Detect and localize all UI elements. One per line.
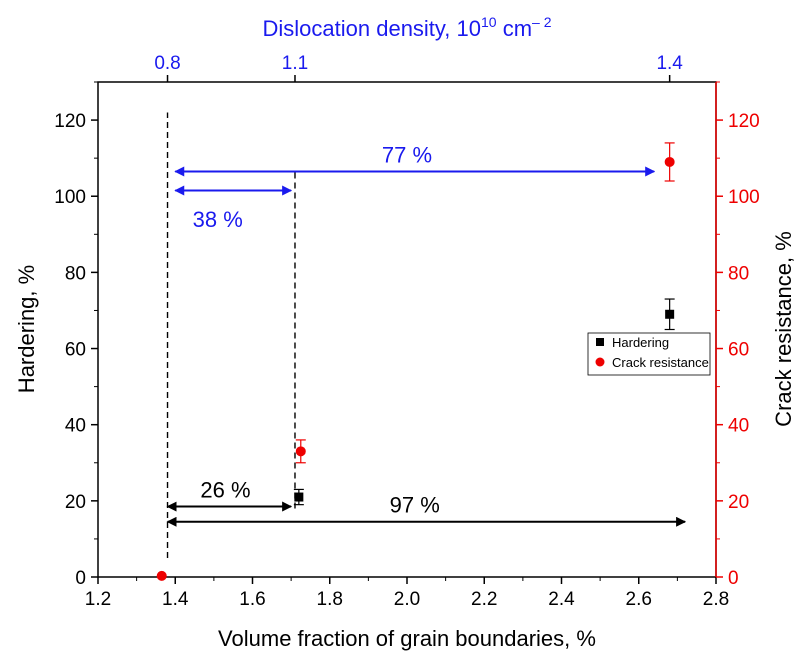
left-y-tick-label: 120 bbox=[54, 111, 86, 132]
crack-resistance-point bbox=[156, 570, 167, 581]
top-tick-label: 1.4 bbox=[656, 53, 683, 74]
right-y-tick-label: 20 bbox=[728, 492, 749, 513]
left-y-tick-label: 80 bbox=[65, 263, 86, 284]
top-axis-title-main: Dislocation density, 10 bbox=[263, 16, 482, 41]
right-y-tick-label: 80 bbox=[728, 263, 749, 284]
crack-resistance-point bbox=[295, 446, 306, 457]
right-y-tick-label: 100 bbox=[728, 187, 760, 208]
left-y-tick-label: 0 bbox=[75, 568, 86, 589]
right-y-tick-label: 0 bbox=[728, 568, 739, 589]
hardering-point bbox=[294, 492, 304, 502]
legend-label-hardering: Hardering bbox=[612, 335, 669, 350]
right-y-axis-title: Crack resistance, % bbox=[771, 231, 796, 427]
x-tick-label: 1.4 bbox=[162, 589, 189, 610]
x-tick-label: 1.8 bbox=[317, 589, 343, 610]
reference-lines bbox=[166, 112, 296, 558]
hardering-point bbox=[665, 309, 675, 319]
legend-box bbox=[587, 332, 711, 376]
data-points bbox=[156, 142, 675, 581]
x-tick-label: 1.6 bbox=[239, 589, 265, 610]
top-tick-label: 1.1 bbox=[282, 53, 308, 74]
x-tick-label: 2.4 bbox=[548, 589, 575, 610]
x-tick-label: 1.2 bbox=[85, 589, 111, 610]
annotation-label: 77 % bbox=[382, 142, 432, 167]
left-y-axis-ticks: 0 20 40 60 80 100 120 bbox=[54, 81, 98, 589]
left-y-tick-label: 60 bbox=[65, 340, 86, 361]
annotations: 77 % 38 % 26 % 97 % bbox=[166, 142, 687, 527]
legend-marker-hardering bbox=[596, 338, 604, 346]
right-y-tick-label: 120 bbox=[728, 111, 760, 132]
annotation-label: 97 % bbox=[390, 493, 440, 518]
top-axis-title-exp2: – 2 bbox=[532, 14, 552, 30]
left-y-tick-label: 20 bbox=[65, 492, 86, 513]
left-y-axis-title: Hardering, % bbox=[14, 265, 39, 393]
top-axis-title-exp1: 10 bbox=[481, 14, 497, 30]
legend-label-crack-resistance: Crack resistance bbox=[612, 355, 709, 370]
right-y-tick-label: 40 bbox=[728, 416, 749, 437]
right-y-axis-ticks: 0 20 40 60 80 100 120 bbox=[715, 81, 760, 589]
right-y-tick-label: 60 bbox=[728, 340, 749, 361]
annotation-label: 38 % bbox=[193, 207, 243, 232]
top-tick-label: 0.8 bbox=[154, 53, 180, 74]
top-axis-title-unit: cm bbox=[497, 16, 532, 41]
left-y-tick-label: 40 bbox=[65, 416, 86, 437]
left-y-tick-label: 100 bbox=[54, 187, 86, 208]
x-axis-title: Volume fraction of grain boundaries, % bbox=[218, 626, 596, 651]
legend-marker-crack-resistance bbox=[595, 357, 605, 367]
x-tick-label: 2.6 bbox=[626, 589, 652, 610]
x-tick-label: 2.2 bbox=[471, 589, 497, 610]
x-tick-label: 2.0 bbox=[394, 589, 420, 610]
legend: Hardering Crack resistance bbox=[587, 332, 711, 376]
x-tick-label: 2.8 bbox=[703, 589, 729, 610]
top-axis-ticks: 0.8 1.1 1.4 bbox=[154, 53, 683, 82]
top-axis-title: Dislocation density, 1010 cm– 2 bbox=[263, 14, 552, 41]
annotation-label: 26 % bbox=[200, 477, 250, 502]
x-axis-ticks: 1.2 1.4 1.6 1.8 2.0 2.2 2.4 2.6 2.8 bbox=[85, 577, 729, 610]
crack-resistance-point bbox=[664, 156, 675, 167]
